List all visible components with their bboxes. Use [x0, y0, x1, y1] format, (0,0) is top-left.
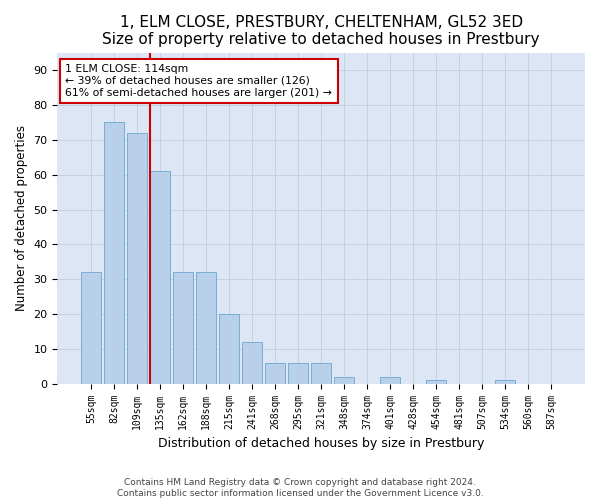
Bar [196, 272, 216, 384]
Bar [173, 272, 193, 384]
Bar [496, 380, 515, 384]
Bar [220, 314, 239, 384]
Text: 1 ELM CLOSE: 114sqm
← 39% of detached houses are smaller (126)
61% of semi-detac: 1 ELM CLOSE: 114sqm ← 39% of detached ho… [65, 64, 332, 98]
Bar [127, 133, 147, 384]
X-axis label: Distribution of detached houses by size in Prestbury: Distribution of detached houses by size … [158, 437, 484, 450]
Bar [265, 363, 285, 384]
Bar [242, 342, 262, 384]
Bar [380, 376, 400, 384]
Text: Contains HM Land Registry data © Crown copyright and database right 2024.
Contai: Contains HM Land Registry data © Crown c… [116, 478, 484, 498]
Bar [334, 376, 354, 384]
Bar [311, 363, 331, 384]
Bar [151, 171, 170, 384]
Bar [427, 380, 446, 384]
Y-axis label: Number of detached properties: Number of detached properties [15, 125, 28, 311]
Title: 1, ELM CLOSE, PRESTBURY, CHELTENHAM, GL52 3ED
Size of property relative to detac: 1, ELM CLOSE, PRESTBURY, CHELTENHAM, GL5… [103, 15, 540, 48]
Bar [82, 272, 101, 384]
Bar [289, 363, 308, 384]
Bar [104, 122, 124, 384]
